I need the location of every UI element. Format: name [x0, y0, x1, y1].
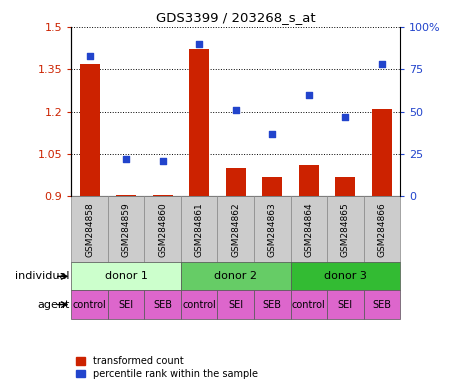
Text: donor 2: donor 2	[214, 271, 257, 281]
Legend: transformed count, percentile rank within the sample: transformed count, percentile rank withi…	[76, 356, 257, 379]
Bar	[225, 168, 245, 196]
Point	[86, 53, 93, 59]
Text: control: control	[73, 300, 106, 310]
Bar	[262, 177, 282, 196]
Text: GSM284858: GSM284858	[85, 202, 94, 257]
Point	[159, 158, 166, 164]
Bar	[326, 290, 363, 319]
Text: individual: individual	[15, 271, 69, 281]
Bar	[71, 290, 107, 319]
Bar	[290, 262, 399, 290]
Text: control: control	[182, 300, 216, 310]
Text: SEB: SEB	[153, 300, 172, 310]
Text: donor 1: donor 1	[105, 271, 147, 281]
Text: GSM284859: GSM284859	[121, 202, 130, 257]
Bar	[363, 196, 399, 262]
Bar	[144, 196, 180, 262]
Bar	[180, 196, 217, 262]
Bar	[298, 165, 318, 196]
Bar	[371, 109, 391, 196]
Bar	[217, 196, 253, 262]
Text: control: control	[291, 300, 325, 310]
Text: SEB: SEB	[372, 300, 391, 310]
Text: GSM284865: GSM284865	[340, 202, 349, 257]
Text: GSM284862: GSM284862	[231, 202, 240, 257]
Bar	[253, 290, 290, 319]
Text: GSM284866: GSM284866	[376, 202, 386, 257]
Bar	[180, 262, 290, 290]
Text: SEI: SEI	[118, 300, 134, 310]
Bar	[335, 177, 355, 196]
Text: donor 3: donor 3	[323, 271, 366, 281]
Bar	[144, 290, 180, 319]
Bar	[189, 50, 209, 196]
Point	[122, 156, 129, 162]
Point	[231, 107, 239, 113]
Bar	[253, 196, 290, 262]
Bar	[326, 196, 363, 262]
Point	[341, 114, 348, 120]
Bar	[217, 290, 253, 319]
Bar	[180, 290, 217, 319]
Text: GSM284861: GSM284861	[194, 202, 203, 257]
Text: agent: agent	[37, 300, 69, 310]
Text: SEI: SEI	[228, 300, 243, 310]
Bar	[116, 195, 136, 196]
Text: GSM284864: GSM284864	[304, 202, 313, 257]
Bar	[152, 195, 172, 196]
Bar	[290, 196, 326, 262]
Title: GDS3399 / 203268_s_at: GDS3399 / 203268_s_at	[156, 11, 315, 24]
Point	[304, 92, 312, 98]
Point	[377, 61, 385, 67]
Text: SEB: SEB	[262, 300, 281, 310]
Bar	[71, 262, 180, 290]
Bar	[79, 64, 100, 196]
Bar	[107, 290, 144, 319]
Text: GSM284860: GSM284860	[158, 202, 167, 257]
Point	[195, 41, 202, 47]
Text: GSM284863: GSM284863	[267, 202, 276, 257]
Bar	[363, 290, 399, 319]
Bar	[107, 196, 144, 262]
Bar	[71, 196, 107, 262]
Point	[268, 131, 275, 137]
Text: SEI: SEI	[337, 300, 352, 310]
Bar	[290, 290, 326, 319]
